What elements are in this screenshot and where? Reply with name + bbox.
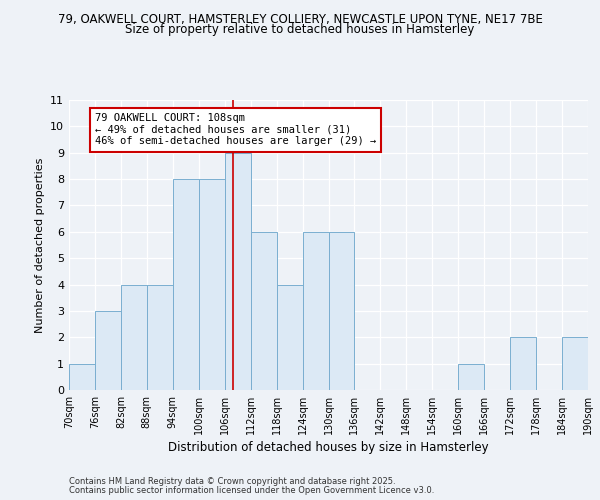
Bar — [95, 311, 121, 390]
Bar — [329, 232, 355, 390]
Bar — [173, 179, 199, 390]
X-axis label: Distribution of detached houses by size in Hamsterley: Distribution of detached houses by size … — [168, 441, 489, 454]
Bar — [225, 152, 251, 390]
Text: Contains public sector information licensed under the Open Government Licence v3: Contains public sector information licen… — [69, 486, 434, 495]
Text: Contains HM Land Registry data © Crown copyright and database right 2025.: Contains HM Land Registry data © Crown c… — [69, 478, 395, 486]
Y-axis label: Number of detached properties: Number of detached properties — [35, 158, 44, 332]
Bar — [458, 364, 484, 390]
Bar — [69, 364, 95, 390]
Bar — [147, 284, 173, 390]
Bar — [562, 338, 588, 390]
Text: 79, OAKWELL COURT, HAMSTERLEY COLLIERY, NEWCASTLE UPON TYNE, NE17 7BE: 79, OAKWELL COURT, HAMSTERLEY COLLIERY, … — [58, 12, 542, 26]
Text: 79 OAKWELL COURT: 108sqm
← 49% of detached houses are smaller (31)
46% of semi-d: 79 OAKWELL COURT: 108sqm ← 49% of detach… — [95, 113, 376, 146]
Bar — [510, 338, 536, 390]
Text: Size of property relative to detached houses in Hamsterley: Size of property relative to detached ho… — [125, 24, 475, 36]
Bar — [277, 284, 302, 390]
Bar — [121, 284, 147, 390]
Bar — [251, 232, 277, 390]
Bar — [302, 232, 329, 390]
Bar — [199, 179, 224, 390]
